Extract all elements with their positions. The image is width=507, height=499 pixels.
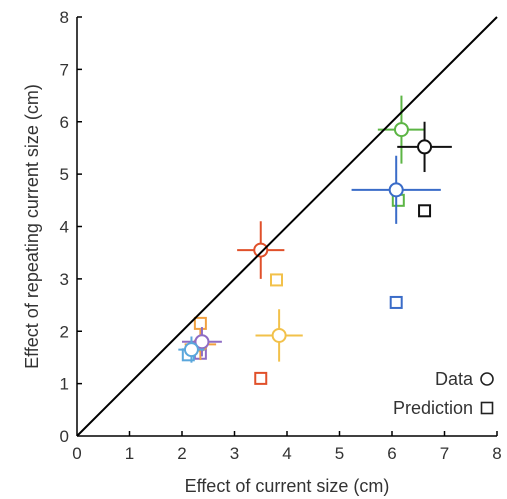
x-axis-label: Effect of current size (cm) <box>185 476 390 496</box>
data-circle-3 <box>194 334 210 350</box>
y-tick-label: 4 <box>60 218 69 237</box>
y-tick-label: 0 <box>60 427 69 446</box>
prediction-square-7 <box>418 204 432 218</box>
x-tick-label: 1 <box>125 444 134 463</box>
data-circle-5 <box>388 182 404 198</box>
y-ticks: 0 1 2 3 4 5 6 7 8 <box>60 8 82 446</box>
data-circle-0 <box>253 242 269 258</box>
x-tick-label: 2 <box>177 444 186 463</box>
legend-label-data: Data <box>435 369 474 389</box>
legend-square-marker <box>480 401 494 415</box>
x-tick-label: 3 <box>230 444 239 463</box>
legend-label-prediction: Prediction <box>393 398 473 418</box>
x-tick-label: 0 <box>72 444 81 463</box>
x-tick-label: 4 <box>282 444 291 463</box>
x-ticks: 0 1 2 3 4 5 6 7 8 <box>72 431 502 463</box>
data-circle-4 <box>183 342 199 358</box>
legend-circle-marker <box>480 372 494 386</box>
y-tick-label: 5 <box>60 165 69 184</box>
y-tick-label: 7 <box>60 60 69 79</box>
y-tick-label: 2 <box>60 322 69 341</box>
x-tick-label: 6 <box>387 444 396 463</box>
plot-marks <box>178 95 452 385</box>
data-circle-7 <box>417 139 433 155</box>
prediction-square-2 <box>193 316 207 330</box>
prediction-square-5 <box>389 295 403 309</box>
data-circle-6 <box>393 122 409 138</box>
legend: Data Prediction <box>393 369 494 418</box>
y-axis-label: Effect of repeating current size (cm) <box>22 84 42 369</box>
y-tick-label: 3 <box>60 270 69 289</box>
x-tick-label: 5 <box>335 444 344 463</box>
prediction-square-0 <box>254 371 268 385</box>
y-tick-label: 1 <box>60 375 69 394</box>
x-tick-label: 7 <box>440 444 449 463</box>
x-tick-label: 8 <box>492 444 501 463</box>
y-tick-label: 8 <box>60 8 69 27</box>
y-tick-label: 6 <box>60 113 69 132</box>
identity-line <box>76 16 498 437</box>
prediction-square-1 <box>270 273 283 287</box>
data-circle-1 <box>271 327 287 343</box>
